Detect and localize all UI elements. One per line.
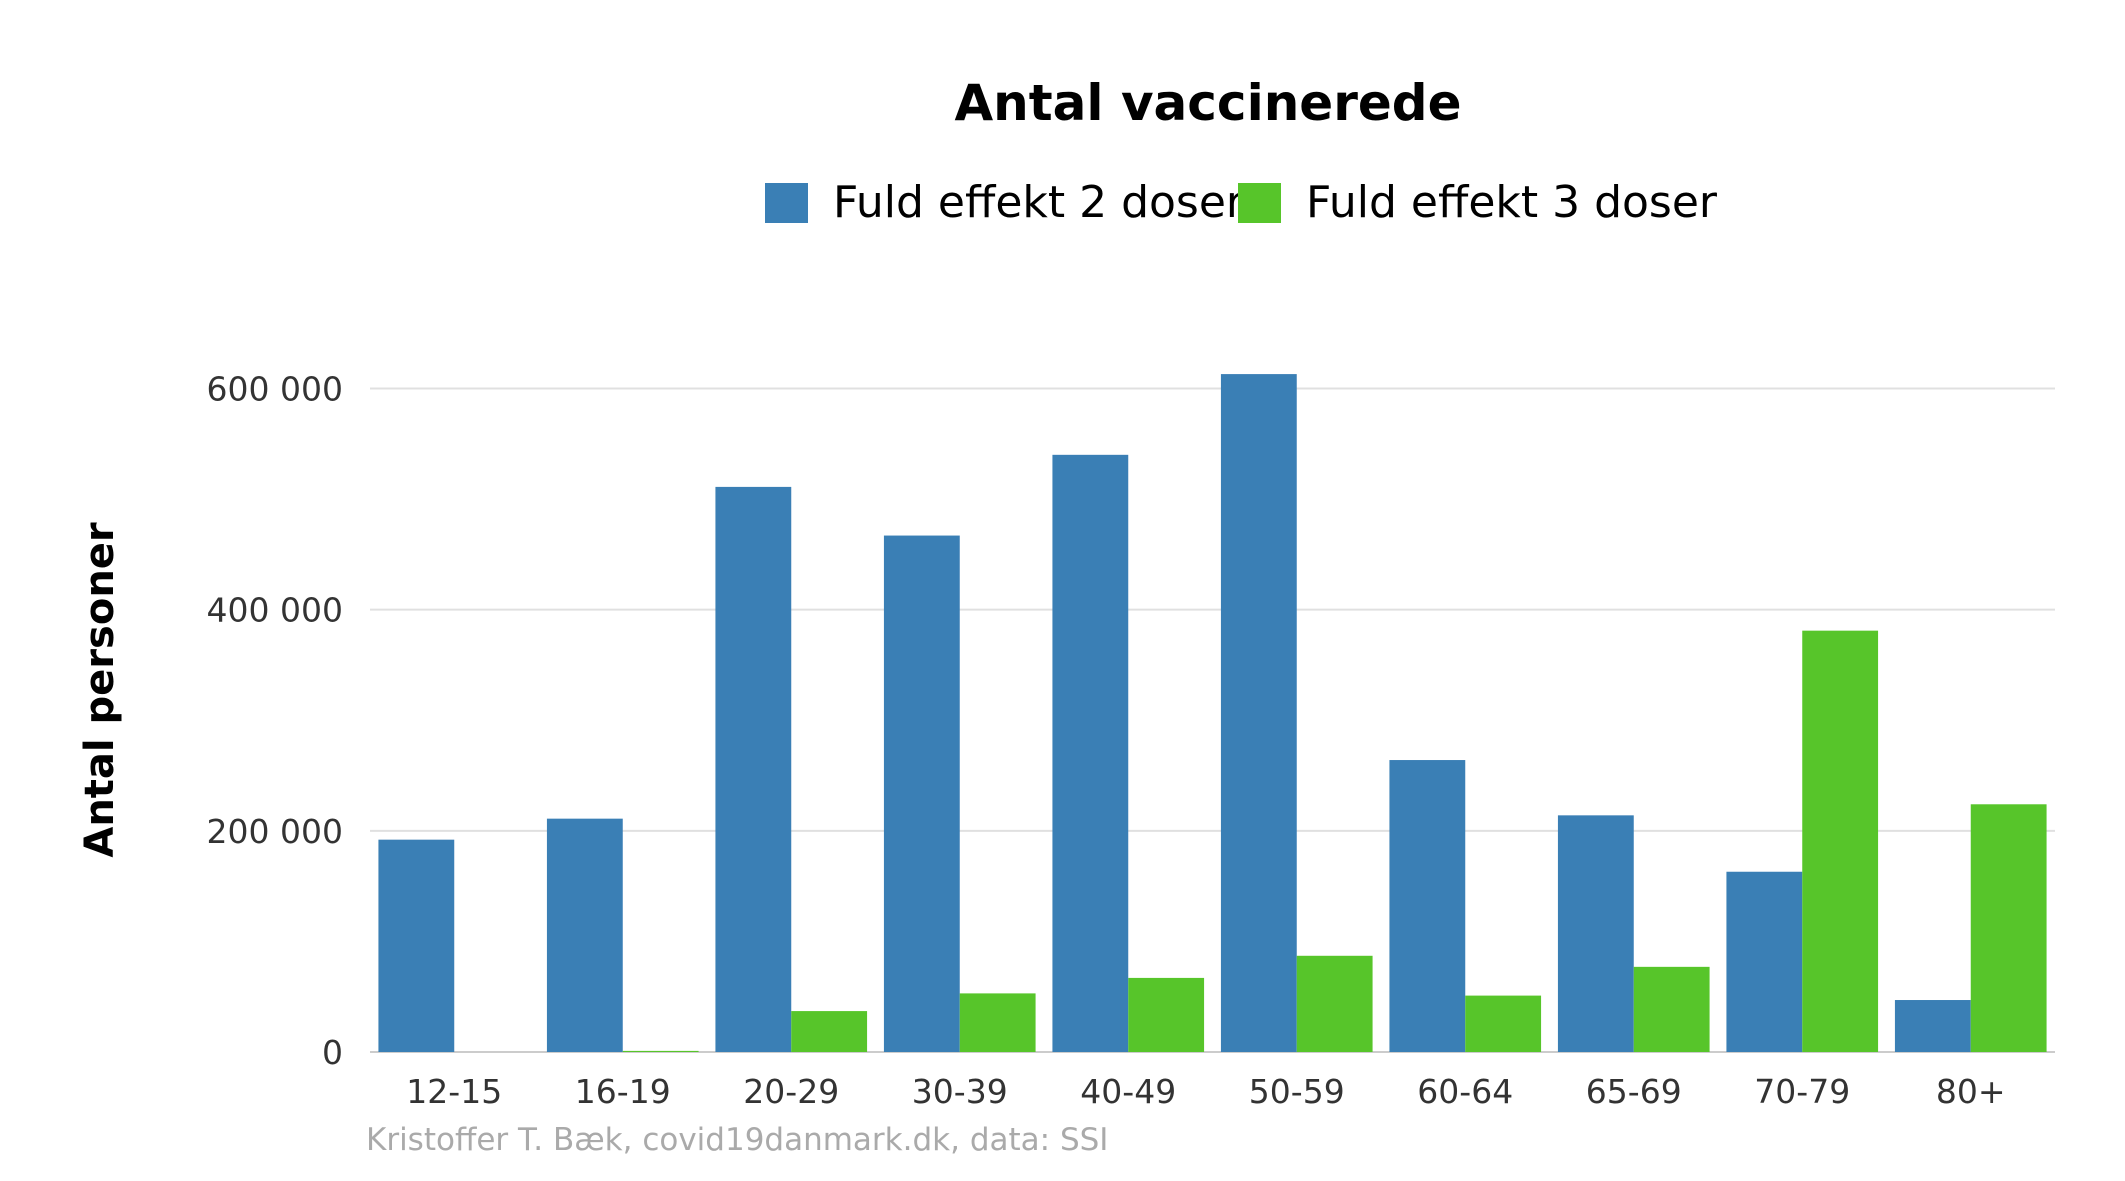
bar-65-69-series-1	[1557, 815, 1634, 1052]
legend-swatch-2	[1238, 183, 1281, 223]
y-tick-label: 0	[322, 1033, 343, 1072]
bar-12-15-series-1	[378, 839, 455, 1052]
bar-30-39-series-2	[959, 993, 1036, 1052]
bar-20-29-series-1	[715, 486, 792, 1052]
bar-16-19-series-1	[546, 818, 623, 1052]
bar-50-59-series-1	[1220, 374, 1297, 1052]
x-axis-ticks: 12-15 16-19 20-29 30-39 40-49 50-59 60-64 65-69…	[406, 1072, 2005, 1111]
x-tick-label: 65-69	[1586, 1072, 1682, 1111]
bar-40-49-series-1	[1052, 454, 1129, 1053]
y-axis-label: Antal personer	[77, 522, 123, 858]
bar-80+-series-1	[1894, 1000, 1971, 1052]
x-tick-label: 80+	[1936, 1072, 2006, 1111]
y-tick-label: 600 000	[207, 369, 343, 408]
x-tick-label: 50-59	[1249, 1072, 1345, 1111]
x-tick-label: 30-39	[912, 1072, 1008, 1111]
y-tick-label: 400 000	[207, 591, 343, 630]
chart-title: Antal vaccinerede	[954, 74, 1461, 132]
legend-label-1: Fuld effekt 2 doser	[833, 177, 1245, 228]
bar-80+-series-2	[1970, 804, 2047, 1052]
bars	[378, 374, 2047, 1053]
bar-60-64-series-1	[1389, 760, 1466, 1052]
bar-70-79-series-1	[1726, 871, 1803, 1052]
x-tick-label: 70-79	[1754, 1072, 1850, 1111]
x-tick-label: 12-15	[406, 1072, 502, 1111]
bar-40-49-series-2	[1128, 977, 1205, 1052]
x-tick-label: 20-29	[743, 1072, 839, 1111]
bar-16-19-series-2	[622, 1050, 699, 1052]
bar-30-39-series-1	[883, 535, 960, 1052]
y-tick-label: 200 000	[207, 812, 343, 851]
y-axis-ticks: 0 200 000 400 000 600 000	[207, 369, 343, 1072]
bar-60-64-series-2	[1465, 995, 1542, 1052]
x-tick-label: 60-64	[1417, 1072, 1513, 1111]
legend-label-2: Fuld effekt 3 doser	[1306, 177, 1718, 228]
legend: Fuld effekt 2 doser Fuld effekt 3 doser	[765, 177, 1718, 228]
bar-50-59-series-2	[1296, 955, 1373, 1052]
bar-70-79-series-2	[1802, 630, 1879, 1052]
bar-20-29-series-2	[791, 1011, 868, 1052]
bar-65-69-series-2	[1633, 966, 1710, 1052]
chart-caption: Kristoffer T. Bæk, covid19danmark.dk, da…	[366, 1122, 1108, 1158]
x-tick-label: 16-19	[575, 1072, 671, 1111]
x-tick-label: 40-49	[1080, 1072, 1176, 1111]
legend-swatch-1	[765, 183, 808, 223]
